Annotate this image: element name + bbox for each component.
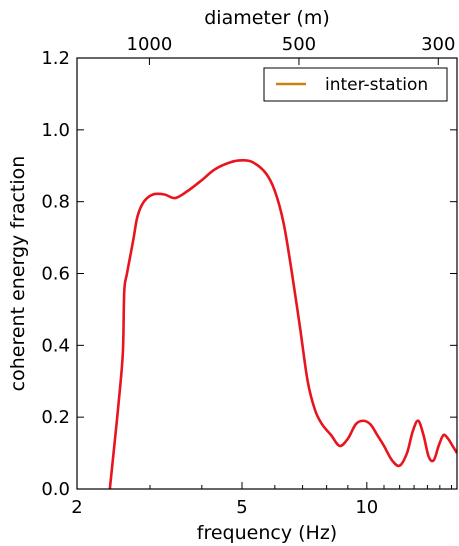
top-tick-label: 500 <box>282 34 316 55</box>
y-tick-label: 0.4 <box>41 335 70 356</box>
x-tick-label: 5 <box>236 497 247 518</box>
x-tick-label: 10 <box>355 497 378 518</box>
x-axis-label: frequency (Hz) <box>197 522 337 544</box>
plot-frame <box>76 57 458 490</box>
legend: inter-station <box>263 67 448 102</box>
y-tick-label: 0.0 <box>41 479 70 500</box>
top-tick-label: 300 <box>421 34 455 55</box>
y-tick-label: 0.2 <box>41 407 70 428</box>
y-tick-label: 1.0 <box>41 120 70 141</box>
top-axis-label: diameter (m) <box>204 7 330 29</box>
series-line <box>108 159 457 489</box>
curve-layer <box>108 159 457 489</box>
ticks-layer: 0.0 0.2 0.4 0.6 0.8 1.0 1.2 2 5 10 1000 500 300 <box>41 34 457 518</box>
y-tick-label: 0.8 <box>41 192 70 213</box>
y-axis-label: coherent energy fraction <box>7 156 29 392</box>
y-tick-label: 1.2 <box>41 48 70 69</box>
y-tick-label: 0.6 <box>41 264 70 285</box>
x-tick-label: 2 <box>71 497 82 518</box>
top-tick-label: 1000 <box>127 34 173 55</box>
legend-label: inter-station <box>325 75 428 95</box>
